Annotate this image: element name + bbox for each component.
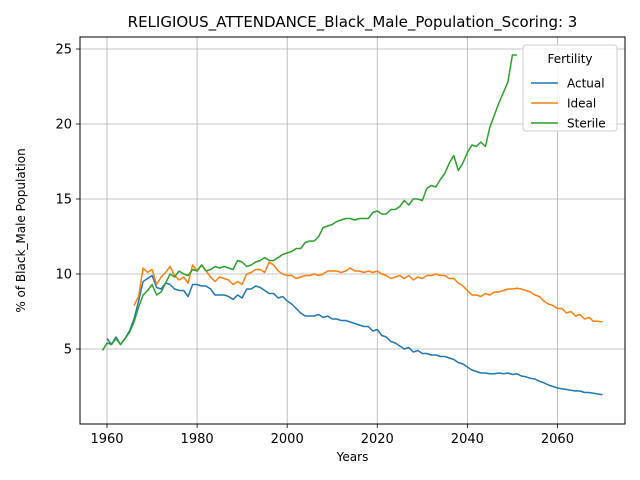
- chart-title: RELIGIOUS_ATTENDANCE_Black_Male_Populati…: [128, 13, 578, 32]
- axis-ticks: 1960 1980 2000 2020 2040 2060 5 10 15 20 25: [55, 43, 574, 448]
- x-tick-label: 2040: [451, 432, 484, 447]
- y-tick-label: 15: [55, 193, 72, 208]
- legend-title: Fertility: [547, 52, 592, 66]
- legend-label-sterile: Sterile: [567, 117, 606, 131]
- y-tick-label: 25: [55, 43, 72, 58]
- series-line-actual: [106, 274, 603, 396]
- x-tick-label: 2000: [271, 432, 304, 447]
- plot-frame: [79, 36, 626, 425]
- x-tick-label: 2060: [541, 432, 574, 447]
- series-layer: [101, 54, 603, 396]
- y-tick-label: 5: [64, 343, 72, 358]
- y-axis-label: % of Black_Male Population: [14, 148, 28, 312]
- x-tick-label: 1980: [181, 432, 214, 447]
- legend-box: [522, 44, 618, 132]
- x-tick-label: 1960: [90, 432, 123, 447]
- series-line-ideal: [133, 261, 603, 323]
- legend: Fertility Actual Ideal Sterile: [522, 44, 618, 132]
- legend-label-actual: Actual: [567, 77, 605, 91]
- x-axis-label: Years: [336, 450, 369, 464]
- series-line-sterile: [101, 54, 517, 351]
- y-tick-label: 20: [55, 118, 72, 133]
- y-tick-label: 10: [55, 268, 72, 283]
- legend-label-ideal: Ideal: [567, 97, 596, 111]
- x-tick-label: 2020: [361, 432, 394, 447]
